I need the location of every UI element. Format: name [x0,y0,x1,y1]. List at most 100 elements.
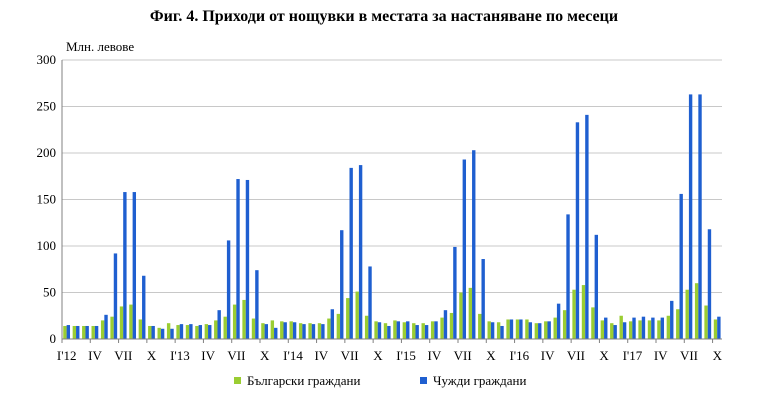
bar [717,316,721,339]
bar [179,324,184,339]
bar [641,316,646,339]
bar [377,322,382,339]
bar [104,314,108,339]
bar [462,159,467,339]
x-tick-label: VII [227,348,245,363]
bar [264,324,269,339]
legend-label: Български граждани [247,373,360,388]
bars [63,94,721,340]
bar [581,285,586,339]
bar [166,323,171,339]
bar [575,122,580,339]
x-tick-label: I'16 [509,348,529,363]
bar [622,322,627,339]
x-tick-label: X [599,348,609,363]
bar [694,283,699,339]
bar [660,317,665,339]
bar [657,320,661,339]
bar [443,310,448,339]
bar [157,327,161,339]
bar [82,325,86,339]
bar [666,315,671,339]
bar [170,328,174,339]
bar [412,323,416,339]
bar [255,270,259,339]
bar [270,320,275,339]
x-tick-label: VII [567,348,585,363]
bar [676,309,680,339]
bar [685,289,689,339]
bar [358,165,363,339]
bar [713,319,718,339]
bar [487,321,491,339]
x-tick-label: VII [680,348,698,363]
y-tick-label: 300 [37,52,57,67]
bar [424,325,429,339]
bar [647,320,652,339]
bar [160,328,165,339]
bar [610,323,614,339]
bar [321,324,325,339]
x-tick-label: X [260,348,270,363]
bar [449,312,454,339]
bar [327,318,331,339]
bar [496,322,501,339]
x-tick-label: IV [428,348,442,363]
x-tick-label: X [373,348,383,363]
legend-swatch [420,377,427,384]
bar [556,303,561,339]
bar [113,253,118,339]
bar [208,325,212,339]
bar [519,319,523,339]
x-tick-label: VII [454,348,472,363]
x-tick-label: X [147,348,157,363]
bar [472,150,476,339]
bar [562,310,567,339]
bar [336,313,341,339]
x-tick-label: I'13 [170,348,190,363]
bar [374,321,378,339]
bar [679,193,683,339]
bar [453,246,457,339]
bar [698,94,702,339]
bar [148,325,152,339]
bar [129,304,133,339]
chart-title: Фиг. 4. Приходи от нощувки в местата за … [149,8,619,25]
x-tick-label: I'14 [283,348,303,363]
bar [707,229,712,339]
bar [481,259,485,339]
bar [185,325,190,339]
bar [528,322,533,339]
x-tick-label: X [713,348,723,363]
bar [349,167,353,339]
bar [204,324,209,339]
legend-swatch [234,377,241,384]
bar [434,321,438,339]
legend: Български граждани Чужди граждани [234,373,527,388]
bar [138,319,143,339]
bar [393,320,397,339]
bar [308,323,312,339]
bar [251,318,256,339]
x-axis-ticks: I'12 IV VII X I'13 IV VII X I'14 IV VII X I'15 IV VII X… [57,339,723,363]
y-tick-label: 50 [43,285,56,300]
bar [651,317,655,339]
bar [415,325,419,339]
bar [506,319,510,339]
bar [594,234,599,339]
bar [604,317,608,339]
bar [572,289,576,339]
bar [509,319,514,339]
bar [440,317,444,339]
bar [245,179,250,339]
y-tick-label: 150 [37,192,57,207]
bar [396,321,401,339]
bar [142,275,146,339]
bar [232,304,237,339]
x-tick-label: I'15 [396,348,416,363]
y-tick-label: 250 [37,99,57,114]
bar [100,320,105,339]
x-tick-label: IV [654,348,668,363]
bar [591,307,595,339]
bar [189,324,193,339]
